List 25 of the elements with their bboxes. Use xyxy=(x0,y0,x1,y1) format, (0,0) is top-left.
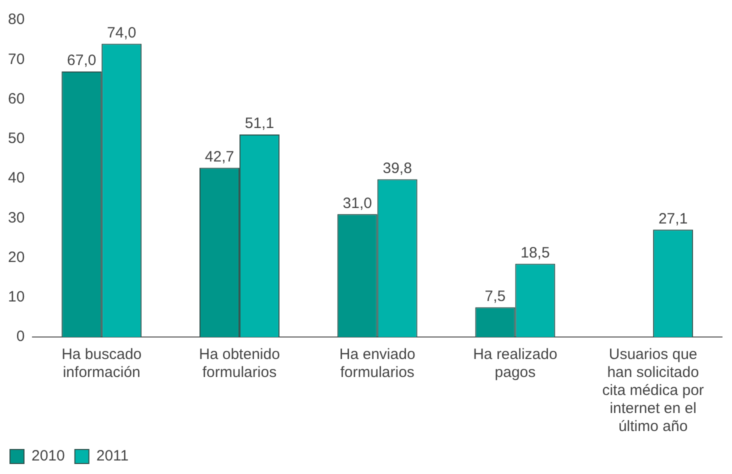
data-label: 18,5 xyxy=(520,244,550,262)
data-label: 51,1 xyxy=(244,115,274,132)
data-label: 67,0 xyxy=(67,52,96,70)
legend-label: 2010 xyxy=(32,448,65,465)
legend-label: 2011 xyxy=(96,448,129,465)
y-tick-label: 60 xyxy=(8,90,25,108)
data-label: 7,5 xyxy=(484,288,506,305)
y-tick-label: 20 xyxy=(8,248,25,266)
y-tick-label: 70 xyxy=(8,50,25,68)
y-tick-label: 10 xyxy=(8,288,25,306)
x-tick-label: Ha obtenido formularios xyxy=(199,346,280,382)
y-tick-label: 30 xyxy=(8,209,25,226)
x-tick-label: Ha enviado formularios xyxy=(339,346,416,382)
data-label: 27,1 xyxy=(658,210,688,228)
data-label: 39,8 xyxy=(382,160,412,177)
y-tick-label: 0 xyxy=(16,328,25,346)
x-tick-label: Ha buscado información xyxy=(62,346,142,382)
x-tick-label: Ha realizado pagos xyxy=(473,346,558,382)
y-tick-label: 50 xyxy=(8,130,25,148)
x-tick-label: Usuarios que han solicitado cita médica por internet en el último año xyxy=(602,346,704,436)
data-label: 31,0 xyxy=(342,194,372,212)
y-tick-label: 40 xyxy=(8,170,25,187)
y-tick-label: 80 xyxy=(8,11,25,28)
data-label: 74,0 xyxy=(107,24,136,42)
data-label: 42,7 xyxy=(204,148,234,166)
